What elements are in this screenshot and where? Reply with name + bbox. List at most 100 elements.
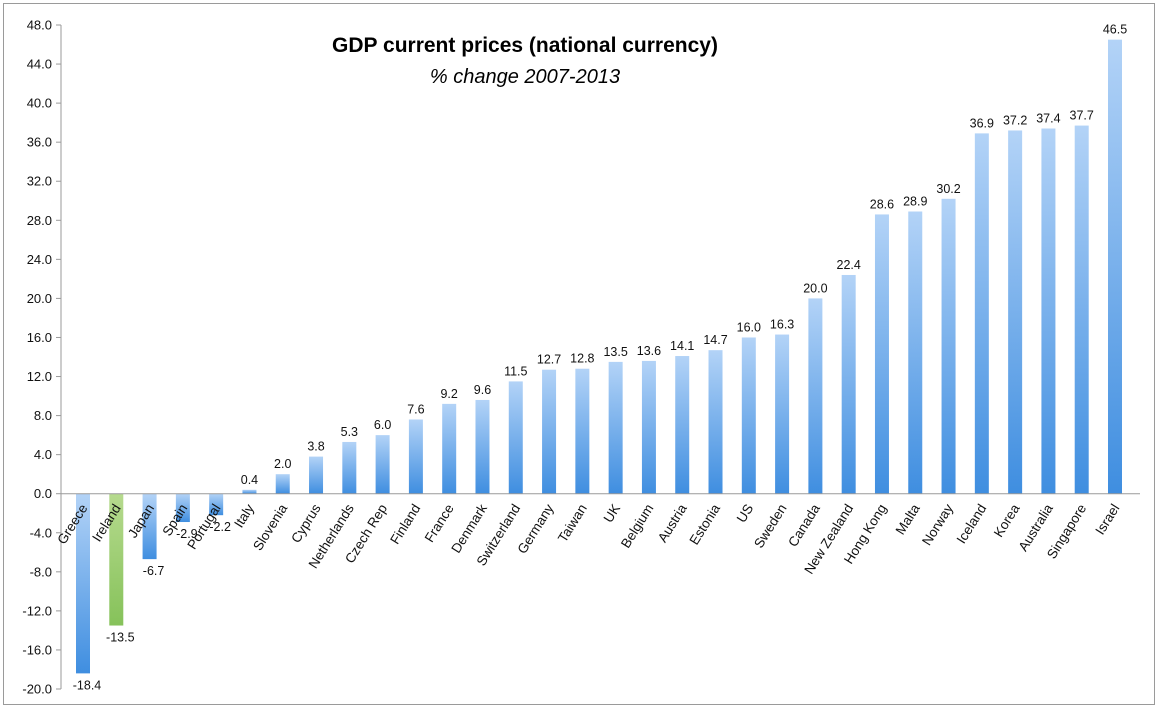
bar-finland <box>408 419 423 494</box>
bar-slovenia <box>275 474 290 494</box>
data-label: 13.5 <box>603 345 627 359</box>
data-label: 13.6 <box>637 344 661 358</box>
bar-malta <box>908 211 923 494</box>
data-label: 46.5 <box>1103 23 1127 37</box>
bar-taiwan <box>575 368 590 494</box>
data-label: 16.3 <box>770 318 794 332</box>
x-tick-label: Taiwan <box>555 501 590 545</box>
data-label: 0.4 <box>241 473 258 487</box>
x-tick-label: UK <box>601 501 624 525</box>
bar-canada <box>808 298 823 494</box>
bar-greece <box>76 493 90 674</box>
bar-us <box>741 337 756 494</box>
data-label: 37.7 <box>1070 109 1094 123</box>
data-label: -18.4 <box>73 678 102 692</box>
data-label: 16.0 <box>737 320 761 334</box>
x-tick-label: Slovenia <box>250 501 290 553</box>
data-label: 36.9 <box>970 116 994 130</box>
y-tick-label: 40.0 <box>27 96 52 111</box>
data-label: 2.0 <box>274 457 291 471</box>
bar-korea <box>1008 130 1023 494</box>
bars <box>76 39 1122 674</box>
x-tick-label: Austria <box>655 501 690 545</box>
bar-netherlands <box>342 441 357 494</box>
x-tick-label: Belgium <box>618 501 657 550</box>
bar-spain <box>175 493 190 523</box>
bar-germany <box>542 369 557 494</box>
x-tick-label: US <box>734 501 757 525</box>
data-label: 5.3 <box>341 425 358 439</box>
bar-czech-rep <box>375 435 390 494</box>
data-label: 22.4 <box>837 258 861 272</box>
y-tick-label: -8.0 <box>30 564 52 579</box>
bar-australia <box>1041 128 1056 494</box>
data-label: 6.0 <box>374 418 391 432</box>
bar-portugal <box>209 493 224 516</box>
bar-france <box>442 403 457 494</box>
y-tick-label: 44.0 <box>27 57 52 72</box>
x-tick-label: France <box>422 501 457 545</box>
data-label: 12.8 <box>570 352 594 366</box>
data-label: 28.6 <box>870 197 894 211</box>
y-tick-label: 4.0 <box>34 447 52 462</box>
y-tick-label: -20.0 <box>22 682 52 697</box>
y-tick-label: -4.0 <box>30 525 52 540</box>
data-label: 9.2 <box>440 387 457 401</box>
y-tick-label: 36.0 <box>27 135 52 150</box>
bar-hong-kong <box>874 214 889 494</box>
bar-sweden <box>775 334 790 494</box>
data-label: 3.8 <box>307 440 324 454</box>
data-label: 14.1 <box>670 339 694 353</box>
x-tick-label: Estonia <box>686 501 723 548</box>
chart-title: GDP current prices (national currency) <box>332 34 718 57</box>
data-label: 30.2 <box>936 182 960 196</box>
chart-frame <box>3 3 1155 705</box>
bar-new-zealand <box>841 274 856 494</box>
x-tick-label: Israel <box>1092 501 1122 537</box>
x-tick-label: Cyprus <box>288 501 324 545</box>
bar-denmark <box>475 399 490 494</box>
value-labels: -18.4 -13.5 -6.7 -2.9 -2.2 0.4 2.0 3.8 5.3 6.0 7.6… <box>73 23 1127 693</box>
data-label: 11.5 <box>504 364 527 378</box>
bar-austria <box>675 356 690 494</box>
data-label: 9.6 <box>474 383 491 397</box>
bar-iceland <box>974 133 989 494</box>
x-tick-label: Malta <box>893 501 923 537</box>
x-tick-label: Norway <box>919 501 956 548</box>
data-label: 20.0 <box>803 281 827 295</box>
y-tick-label: 0.0 <box>34 486 52 501</box>
y-tick-label: 28.0 <box>27 213 52 228</box>
data-label: 7.6 <box>407 402 424 416</box>
data-label: 37.2 <box>1003 113 1027 127</box>
bar-israel <box>1108 39 1122 494</box>
y-tick-label: 20.0 <box>27 291 52 306</box>
x-tick-label: Iceland <box>954 501 990 546</box>
data-label: 28.9 <box>903 195 927 209</box>
bar-norway <box>941 198 956 494</box>
bar-switzerland <box>508 381 523 494</box>
x-tick-label: Finland <box>387 501 423 547</box>
x-tick-label: Sweden <box>751 501 790 550</box>
x-tick-label: Italy <box>231 501 257 530</box>
y-tick-label: -16.0 <box>22 642 52 657</box>
y-tick-label: -12.0 <box>22 603 52 618</box>
bar-estonia <box>708 350 723 494</box>
bar-ireland <box>109 493 124 626</box>
bar-uk <box>608 361 623 494</box>
bar-belgium <box>641 360 656 494</box>
y-tick-label: 16.0 <box>27 330 52 345</box>
bar-italy <box>242 489 257 494</box>
data-label: 37.4 <box>1036 112 1060 126</box>
data-label: -6.7 <box>143 564 165 578</box>
data-label: -2.9 <box>176 527 198 541</box>
y-tick-label: 8.0 <box>34 408 52 423</box>
data-label: -2.2 <box>209 520 231 534</box>
y-axis: 48.0 44.0 40.0 36.0 32.0 28.0 24.0 20.0 16.0 12.0… <box>22 18 62 697</box>
y-tick-label: 48.0 <box>27 18 52 33</box>
y-tick-label: 24.0 <box>27 252 52 267</box>
chart-subtitle: % change 2007-2013 <box>430 66 620 88</box>
data-label: 14.7 <box>703 333 727 347</box>
x-tick-label: Korea <box>991 501 1023 540</box>
